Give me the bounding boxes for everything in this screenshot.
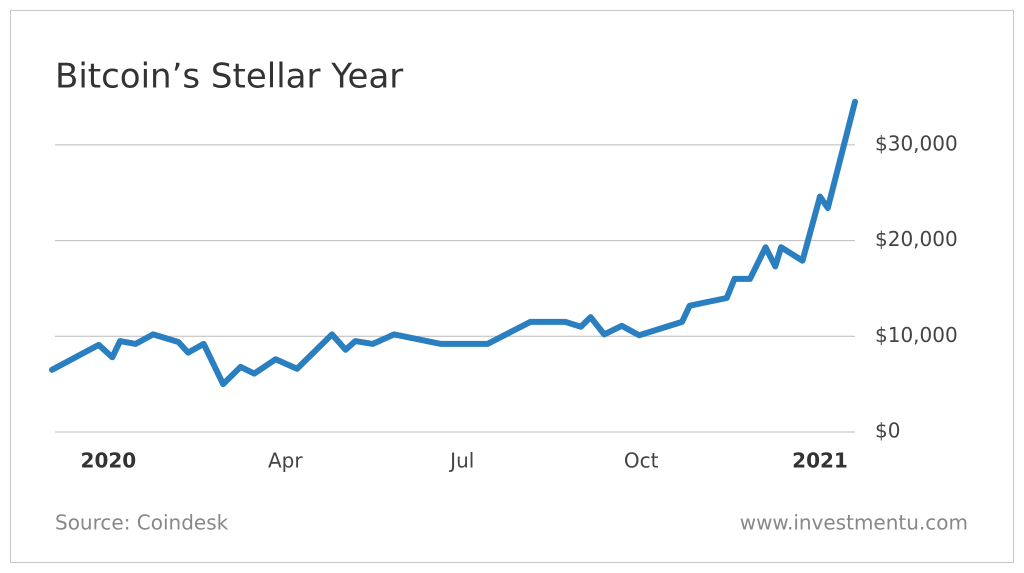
y-tick-label: $30,000 [875,131,958,155]
x-tick-label: 2021 [792,449,848,473]
x-tick-label: Oct [624,449,659,473]
website-note: www.investmentu.com [740,511,968,535]
x-tick-label: Jul [448,449,474,473]
y-tick-label: $0 [875,419,900,443]
x-tick-label: 2020 [81,449,137,473]
y-tick-label: $10,000 [875,323,958,347]
price-line [49,98,858,388]
chart-title: Bitcoin’s Stellar Year [55,57,403,97]
source-note: Source: Coindesk [55,511,229,535]
y-tick-label: $20,000 [875,227,958,251]
x-tick-label: Apr [268,449,303,473]
frame [10,10,1014,563]
